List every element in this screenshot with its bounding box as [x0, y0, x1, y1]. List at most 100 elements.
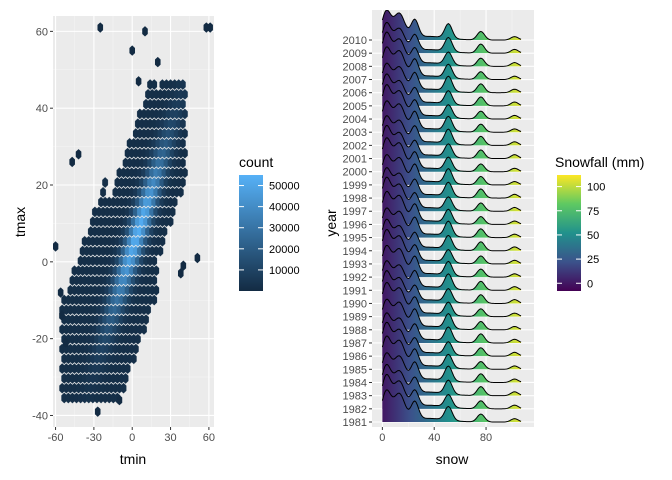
ridgeline-chart: 0 40 80 1981198219831984198519861987198819… [323, 10, 644, 467]
ridge-outline-1987 [381, 312, 522, 344]
y-tick-label: 1998 [343, 193, 367, 205]
ridge-outline-2010 [381, 10, 522, 41]
legend-colorbar [239, 175, 263, 291]
ridge-2005 [382, 74, 522, 106]
hex-bin [154, 56, 161, 68]
y-tick-label: 2009 [343, 48, 367, 60]
hex-bin [181, 89, 188, 100]
ridge-outline-1986 [381, 321, 522, 357]
legend-label: 75 [587, 206, 599, 218]
ridge-2008 [382, 32, 522, 67]
y-tick-label: 2005 [343, 101, 367, 113]
hex-bin [141, 324, 147, 335]
y-tick-label: 1982 [343, 404, 367, 416]
hex-bin [177, 268, 184, 279]
hex-bin [69, 156, 75, 168]
hex-bin [161, 226, 168, 237]
hex-bin [143, 314, 149, 325]
hex-bin [181, 108, 188, 120]
ridge-1984 [382, 352, 522, 383]
y-tick-label: 60 [36, 26, 48, 38]
hex-bin [179, 137, 186, 149]
y-tick-label: 2006 [343, 88, 367, 100]
ridge-1987 [382, 312, 522, 343]
x-tick-label: 30 [164, 432, 176, 444]
y-tick-label: 2007 [343, 75, 367, 87]
hex-bin [167, 216, 174, 228]
ridge-outline-1982 [381, 374, 522, 410]
y-tick-label: 1994 [343, 246, 367, 258]
hex-bin [194, 252, 201, 264]
legend-colorbar [557, 175, 581, 291]
y-tick-label: 1996 [343, 219, 367, 231]
hex-bin [145, 304, 151, 316]
ridge-outline-2003 [381, 100, 522, 133]
ridge-2000 [382, 137, 522, 172]
hex-bin [153, 284, 160, 296]
y-tick-label: 1988 [343, 325, 367, 337]
hex-bin [180, 260, 187, 271]
y-tick-label: 1999 [343, 180, 367, 192]
hex-bin [179, 177, 186, 188]
y-tick-label: 0 [42, 257, 48, 269]
ridge-2001 [382, 125, 522, 159]
y-tick-label: 2003 [343, 127, 367, 139]
hex-bin [177, 186, 184, 198]
x-tick-label: 0 [129, 432, 135, 444]
y-tick-label: 2000 [343, 167, 367, 179]
ridge-outline-2004 [381, 84, 522, 120]
ridge-1988 [382, 299, 522, 330]
legend-label: 25 [587, 254, 599, 266]
hex-bin [130, 353, 137, 365]
legend-label: 50000 [269, 181, 300, 193]
hex-bin [169, 206, 176, 218]
y-axis-title: year [323, 209, 339, 237]
hex-bin [153, 265, 160, 277]
y-tick-label: 2001 [343, 154, 367, 166]
legend-label: 40000 [269, 202, 300, 214]
legend-title: count [239, 154, 273, 170]
y-tick-label: 1983 [343, 391, 367, 403]
y-tick-label: 1995 [343, 233, 367, 245]
x-axis-title: tmin [120, 451, 146, 467]
x-axis-ticks: 0 40 80 [379, 427, 492, 444]
hex-bin [120, 382, 127, 394]
y-tick-label: 1987 [343, 338, 367, 350]
hex-bin [124, 363, 131, 374]
ridge-2009 [382, 22, 522, 54]
x-axis-ticks: -60 -30 0 30 60 [48, 427, 215, 444]
ridge-2010 [382, 10, 522, 41]
ridge-2004 [382, 84, 522, 120]
x-axis-title: snow [436, 451, 470, 467]
hex-bin [132, 343, 139, 355]
x-tick-label: 80 [480, 432, 492, 444]
legend-title: Snowfall (mm) [555, 154, 644, 170]
hex-bin [171, 196, 178, 208]
y-tick-label: 1989 [343, 312, 367, 324]
ridge-2006 [382, 63, 522, 93]
legend-ticks: 0 25 50 75 100 [557, 182, 605, 290]
y-tick-label: 1997 [343, 206, 367, 218]
ridge-outline-2005 [381, 73, 522, 107]
ridge-1983 [382, 364, 522, 396]
ridge-outline-1993 [381, 229, 522, 265]
ridge-1981 [382, 389, 522, 422]
hex-bin [75, 149, 82, 160]
ridge-outline-2007 [381, 46, 522, 81]
hex-bin [159, 235, 166, 247]
ridge-outline-1994 [381, 218, 522, 252]
y-tick-label: 1990 [343, 298, 367, 310]
x-tick-label: -30 [86, 432, 102, 444]
ridge-outline-1989 [381, 282, 522, 318]
x-tick-label: -60 [48, 432, 64, 444]
ridge-outline-2009 [381, 22, 522, 54]
hex-bin [179, 157, 186, 169]
ridge-outline-2002 [381, 115, 522, 146]
ridge-1989 [382, 282, 522, 317]
y-axis-title: tmax [12, 207, 28, 237]
ridge-outline-2001 [381, 124, 522, 160]
hex-bin [57, 287, 64, 298]
y-tick-label: 1986 [343, 351, 367, 363]
